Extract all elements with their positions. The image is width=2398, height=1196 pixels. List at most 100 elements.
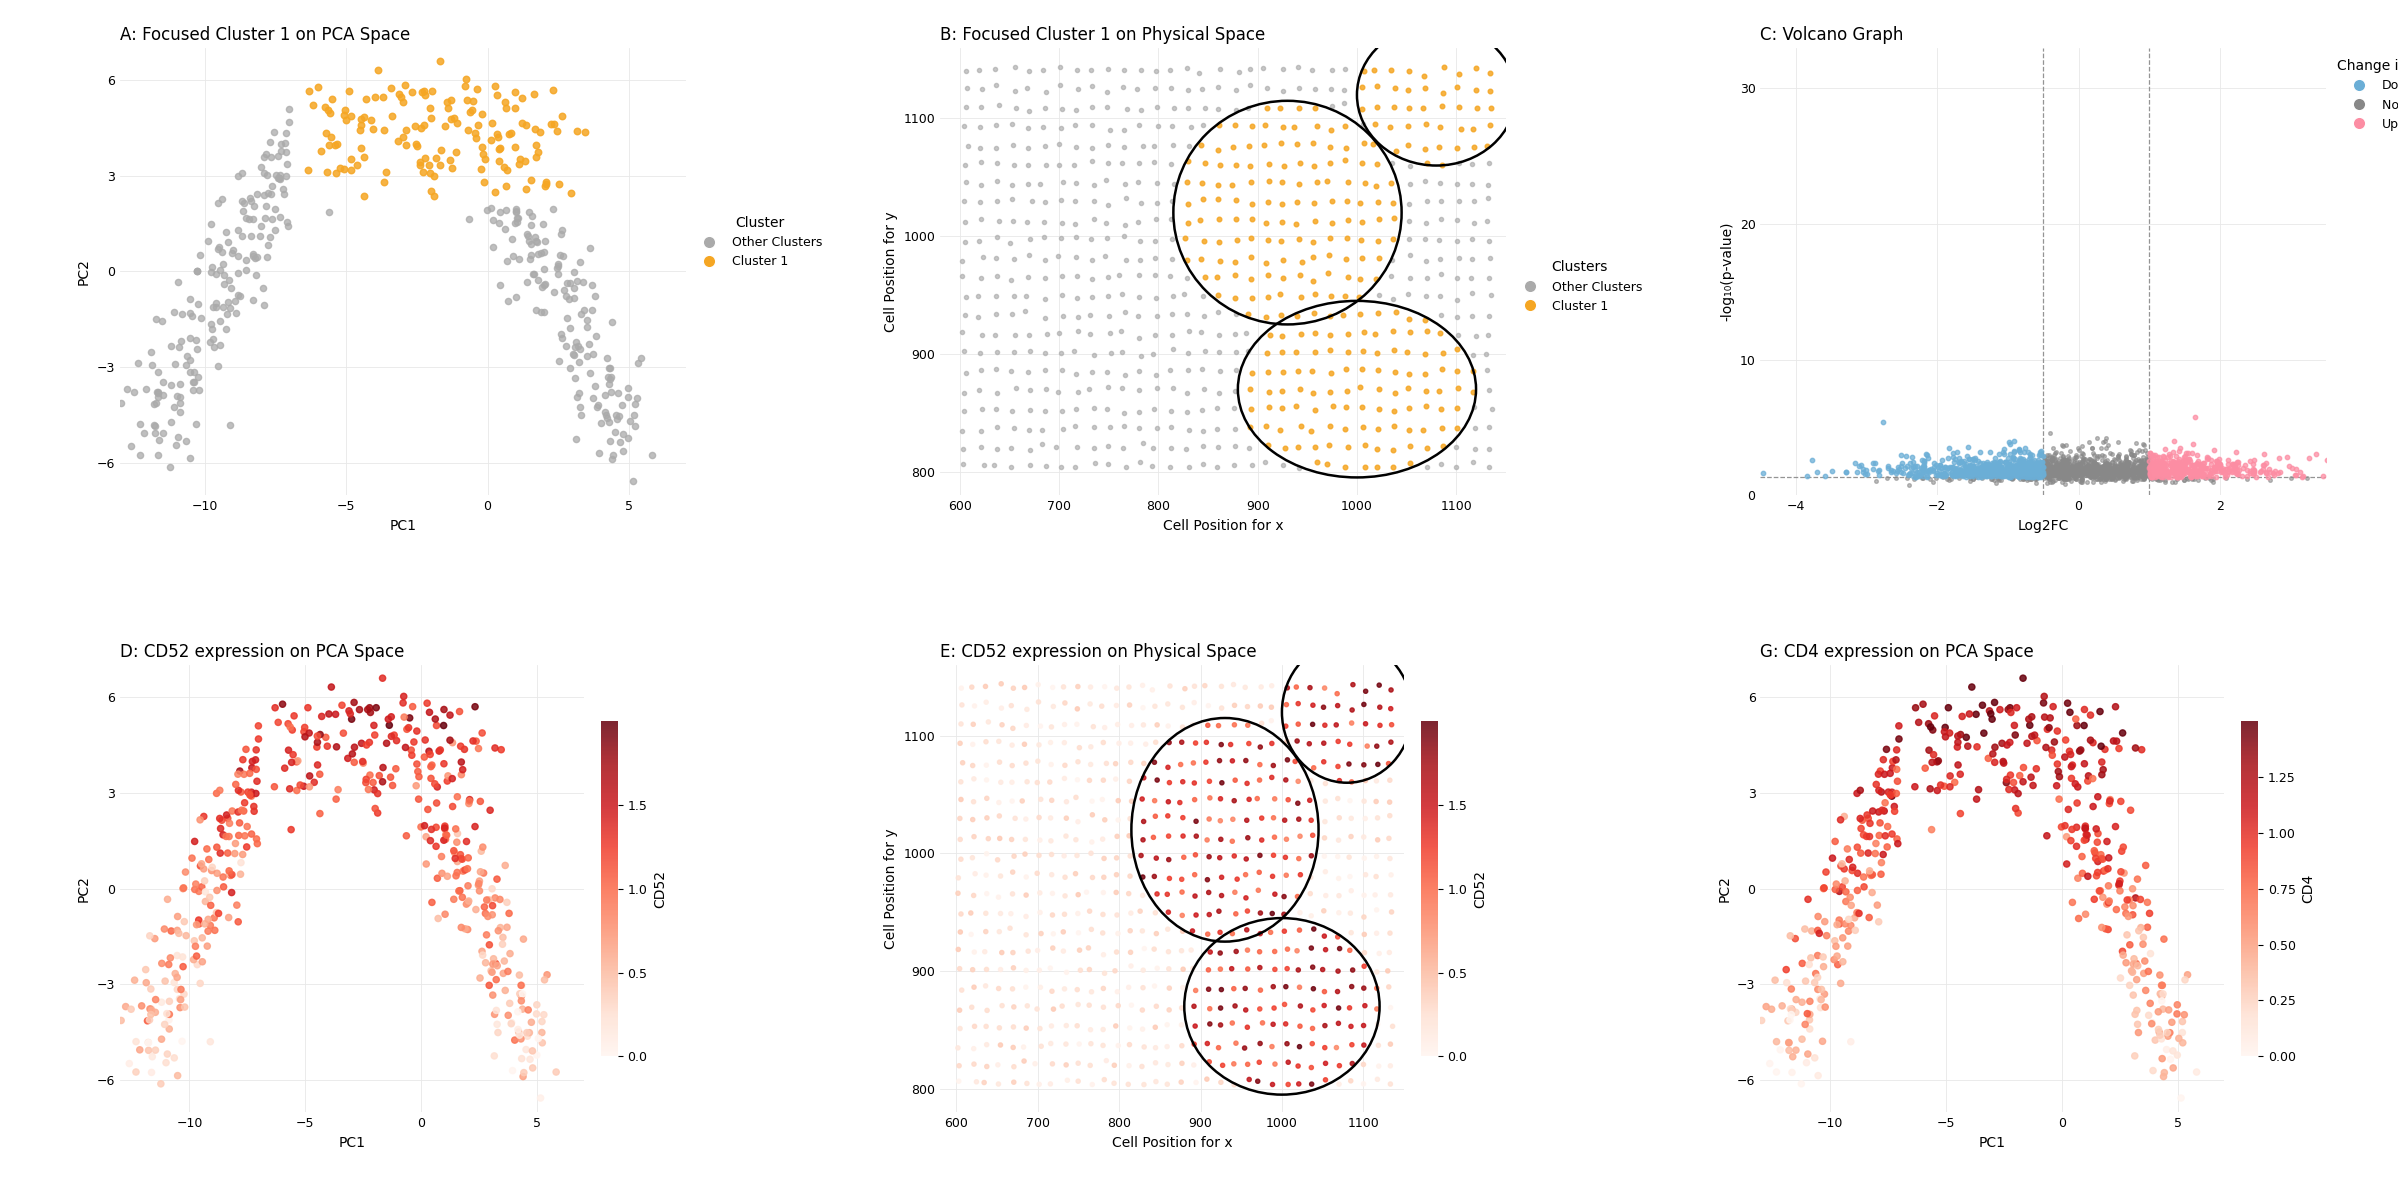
- Point: [1165, 679, 1204, 698]
- Point: [1216, 155, 1254, 175]
- Point: [496, 202, 535, 221]
- Point: [981, 212, 1019, 231]
- Point: [1950, 438, 1988, 457]
- Point: [1201, 736, 1240, 755]
- Point: [1355, 60, 1393, 79]
- Point: [2141, 965, 2180, 984]
- Point: [2041, 462, 2079, 481]
- Point: [2134, 460, 2173, 480]
- Point: [585, 385, 623, 404]
- Point: [139, 383, 177, 402]
- Point: [2002, 464, 2041, 483]
- Point: [2029, 465, 2067, 484]
- Point: [2053, 769, 2091, 788]
- Point: [341, 700, 379, 719]
- Point: [1357, 324, 1396, 343]
- Point: [1885, 458, 1923, 477]
- Point: [1312, 325, 1350, 344]
- Point: [2137, 468, 2175, 487]
- Point: [1331, 734, 1369, 753]
- Point: [1988, 458, 2026, 477]
- Point: [1182, 79, 1221, 98]
- Point: [132, 1001, 170, 1020]
- Point: [331, 701, 369, 720]
- Point: [1976, 463, 2014, 482]
- Point: [1331, 923, 1369, 942]
- Point: [2144, 462, 2182, 481]
- Point: [1408, 439, 1446, 458]
- Point: [2129, 962, 2168, 981]
- Point: [2108, 464, 2146, 483]
- Point: [345, 187, 384, 206]
- Point: [1264, 398, 1302, 417]
- Point: [1340, 270, 1379, 289]
- Point: [177, 936, 216, 956]
- Point: [221, 782, 259, 801]
- Point: [2134, 454, 2173, 474]
- Point: [1213, 959, 1252, 978]
- Point: [2053, 465, 2091, 484]
- Point: [2086, 860, 2125, 879]
- Point: [1957, 468, 1995, 487]
- Point: [1837, 921, 1875, 940]
- Point: [1281, 287, 1319, 306]
- Text: B: Focused Cluster 1 on Physical Space: B: Focused Cluster 1 on Physical Space: [940, 25, 1266, 43]
- Point: [120, 415, 158, 434]
- Point: [2122, 456, 2161, 475]
- Point: [249, 183, 288, 202]
- Point: [2002, 465, 2041, 484]
- Point: [2026, 463, 2065, 482]
- Point: [1278, 307, 1317, 327]
- Point: [441, 849, 480, 868]
- Point: [408, 828, 446, 847]
- Point: [2074, 890, 2113, 909]
- Point: [2062, 740, 2101, 759]
- Point: [1134, 344, 1173, 364]
- Point: [2000, 464, 2038, 483]
- Point: [1798, 980, 1837, 999]
- Point: [1360, 715, 1398, 734]
- Point: [966, 904, 1005, 923]
- Point: [2146, 439, 2185, 458]
- Point: [2093, 463, 2132, 482]
- Point: [2031, 469, 2069, 488]
- Point: [1436, 438, 1475, 457]
- Point: [1216, 100, 1254, 120]
- Point: [1914, 460, 1952, 480]
- Point: [1904, 452, 1942, 471]
- Point: [2050, 800, 2089, 819]
- Point: [1340, 305, 1379, 324]
- Point: [1345, 1015, 1384, 1035]
- Point: [261, 141, 300, 160]
- Point: [127, 974, 165, 993]
- Point: [2146, 1041, 2185, 1060]
- Point: [118, 1032, 156, 1051]
- Point: [525, 242, 564, 261]
- Point: [149, 954, 187, 974]
- Point: [1830, 910, 1868, 929]
- Point: [1439, 327, 1477, 346]
- Point: [2010, 462, 2048, 481]
- Point: [1885, 464, 1923, 483]
- Point: [2031, 462, 2069, 481]
- Point: [129, 1041, 168, 1060]
- Point: [1281, 921, 1319, 940]
- Point: [209, 805, 247, 824]
- Point: [1343, 249, 1381, 268]
- Point: [1151, 733, 1189, 752]
- Point: [158, 921, 197, 940]
- Point: [2213, 462, 2252, 481]
- Point: [2002, 466, 2041, 486]
- Point: [1863, 750, 1902, 769]
- Point: [1046, 867, 1084, 886]
- Point: [211, 826, 249, 846]
- Point: [1328, 210, 1367, 230]
- Point: [1264, 194, 1302, 213]
- Point: [429, 98, 468, 117]
- Point: [1031, 1033, 1070, 1052]
- Point: [317, 135, 355, 154]
- Point: [2158, 458, 2197, 477]
- Point: [2024, 459, 2062, 478]
- Point: [1952, 471, 1990, 490]
- Point: [2081, 468, 2120, 487]
